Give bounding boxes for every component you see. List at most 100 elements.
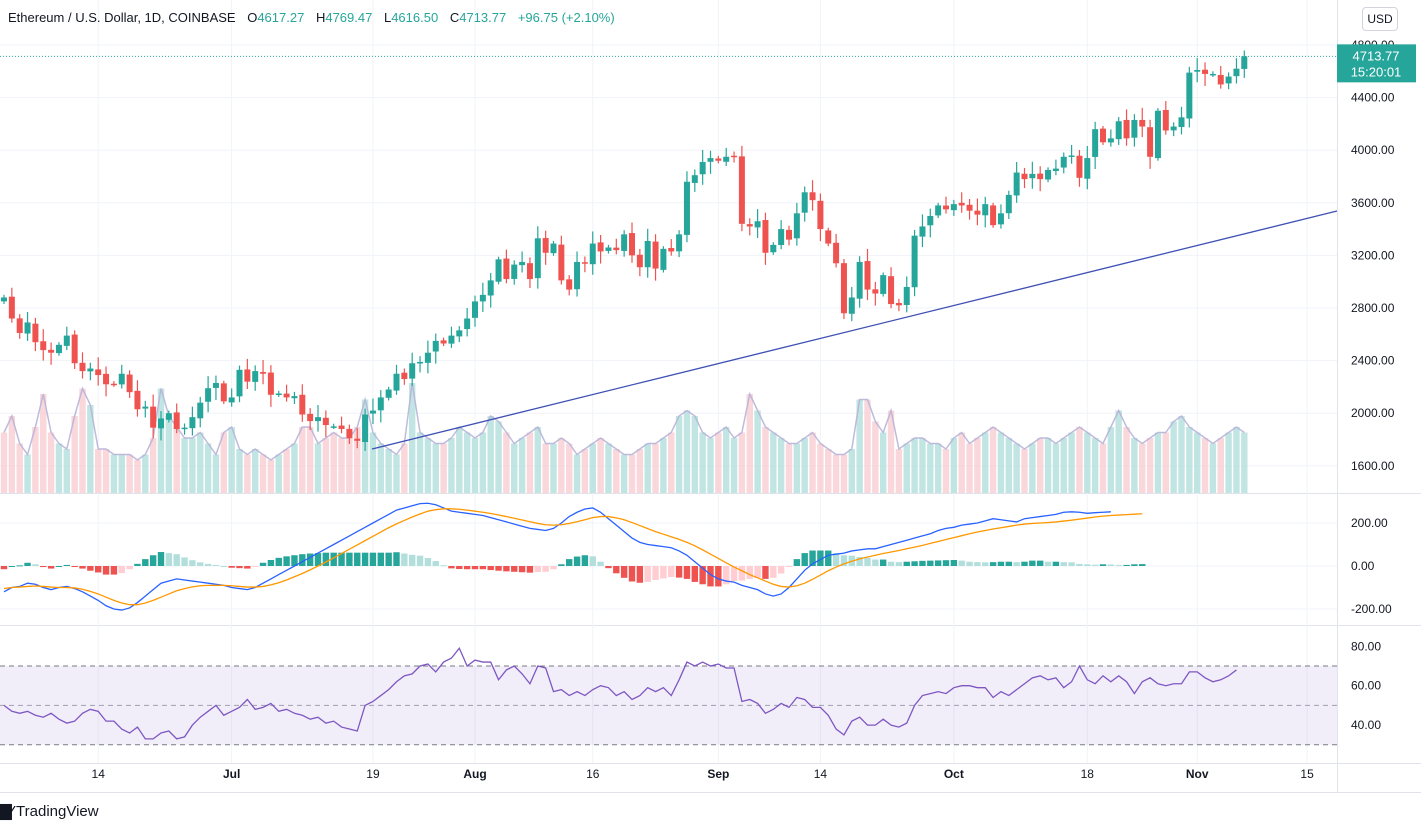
macd-histogram-bar <box>228 566 235 568</box>
candle-body <box>440 340 447 344</box>
volume-bar <box>126 454 133 493</box>
volume-bar <box>440 443 447 493</box>
price-tick-label: 2800.00 <box>1351 301 1395 315</box>
volume-bar <box>197 432 204 493</box>
candle-body <box>1037 173 1044 180</box>
macd-histogram-bar <box>432 561 439 566</box>
volume-bar <box>432 443 439 493</box>
macd-histogram-bar <box>471 566 479 570</box>
symbol-title: Ethereum / U.S. Dollar, 1D, COINBASE <box>8 10 236 25</box>
volume-bar <box>369 432 377 493</box>
volume-bar <box>40 394 47 493</box>
candle-body <box>919 226 926 237</box>
macd-histogram-bar <box>1131 564 1138 566</box>
candle-body <box>621 234 628 251</box>
symbol-legend: Ethereum / U.S. Dollar, 1D, COINBASE O46… <box>8 10 615 25</box>
macd-histogram-bar <box>416 555 424 566</box>
macd-histogram-bar <box>126 566 133 570</box>
low-label: L <box>383 10 392 25</box>
macd-histogram-bar <box>118 566 125 574</box>
macd-histogram-bar <box>597 561 604 566</box>
macd-histogram-bar <box>1013 562 1020 566</box>
volume-bar <box>597 438 604 493</box>
candle-body <box>220 383 227 402</box>
volume-bar <box>1021 449 1028 493</box>
volume-bar <box>244 454 251 493</box>
candle-body <box>228 397 235 403</box>
candle-body <box>534 238 541 279</box>
signal-line <box>3 508 1143 606</box>
trend-line[interactable] <box>371 210 1338 450</box>
volume-bar <box>354 427 361 493</box>
macd-histogram-bar <box>479 566 487 570</box>
volume-bar <box>982 432 989 493</box>
candle-body <box>110 383 117 386</box>
volume-bar <box>377 443 384 493</box>
price-tick-label: 2400.00 <box>1351 354 1395 368</box>
candle-body <box>817 200 824 230</box>
candle-body <box>1052 168 1059 171</box>
candle-body <box>385 389 392 398</box>
macd-tick-label: 0.00 <box>1351 559 1375 573</box>
volume-bar <box>1194 432 1201 493</box>
macd-histogram-bar <box>212 564 220 566</box>
candle-body <box>629 233 635 256</box>
candle-body <box>1076 155 1083 178</box>
x-tick-label: 16 <box>586 767 600 781</box>
volume-bar <box>1044 438 1052 493</box>
x-tick-label: 15 <box>1300 767 1314 781</box>
macd-line <box>3 502 1111 611</box>
trendline-segment <box>371 210 1338 450</box>
candle-body <box>48 349 55 353</box>
candle-body <box>134 390 141 410</box>
volume-bar <box>723 427 730 493</box>
candle-body <box>63 335 70 346</box>
x-tick-label: Oct <box>944 767 964 781</box>
candle-body <box>872 289 879 294</box>
macd-histogram-bar <box>550 566 557 570</box>
volume-bar <box>1162 432 1169 493</box>
candle-body <box>1107 138 1114 143</box>
macd-histogram-bar <box>361 552 369 566</box>
macd-histogram-bar <box>102 566 110 575</box>
candle-body <box>966 204 973 211</box>
volume-bar <box>32 427 39 493</box>
candle-body <box>778 229 785 246</box>
candle-body <box>958 202 965 206</box>
macd-histogram-bar <box>16 565 23 567</box>
candle-body <box>1029 173 1036 179</box>
macd-histogram-bar <box>668 566 675 577</box>
macd-histogram-bar <box>448 566 455 569</box>
macd-histogram-bar <box>636 566 644 583</box>
volume-bar <box>754 410 761 493</box>
volume-bar <box>958 432 965 493</box>
candle-body <box>487 280 494 296</box>
macd-histogram-bar <box>8 566 16 567</box>
volume-bar <box>79 388 86 493</box>
volume-bar <box>1123 427 1130 493</box>
candle-body <box>393 373 400 391</box>
x-tick-label: Nov <box>1186 767 1209 781</box>
macd-histogram-bar <box>1029 560 1036 566</box>
volume-bar <box>785 443 793 493</box>
candle-body <box>605 247 612 251</box>
macd-histogram-bar <box>801 553 808 566</box>
macd-histogram-bar <box>518 566 526 573</box>
macd-histogram-bar <box>1060 562 1067 566</box>
volume-bar <box>259 454 267 493</box>
macd-histogram-bar <box>958 560 965 566</box>
candle-body <box>927 215 934 226</box>
price-candles <box>0 50 1337 451</box>
tradingview-logo[interactable]: ▇⁄ TradingView <box>0 802 99 821</box>
currency-button[interactable]: USD <box>1362 7 1398 31</box>
candle-body <box>660 248 667 270</box>
macd-histogram-bar <box>110 566 118 575</box>
volume-bar <box>1060 438 1067 493</box>
macd-histogram-bar <box>809 550 816 566</box>
x-tick-label: 18 <box>1081 767 1095 781</box>
candle-body <box>833 242 840 264</box>
volume-bars <box>0 382 1248 493</box>
volume-bar <box>1217 438 1224 493</box>
volume-bar <box>8 416 16 493</box>
